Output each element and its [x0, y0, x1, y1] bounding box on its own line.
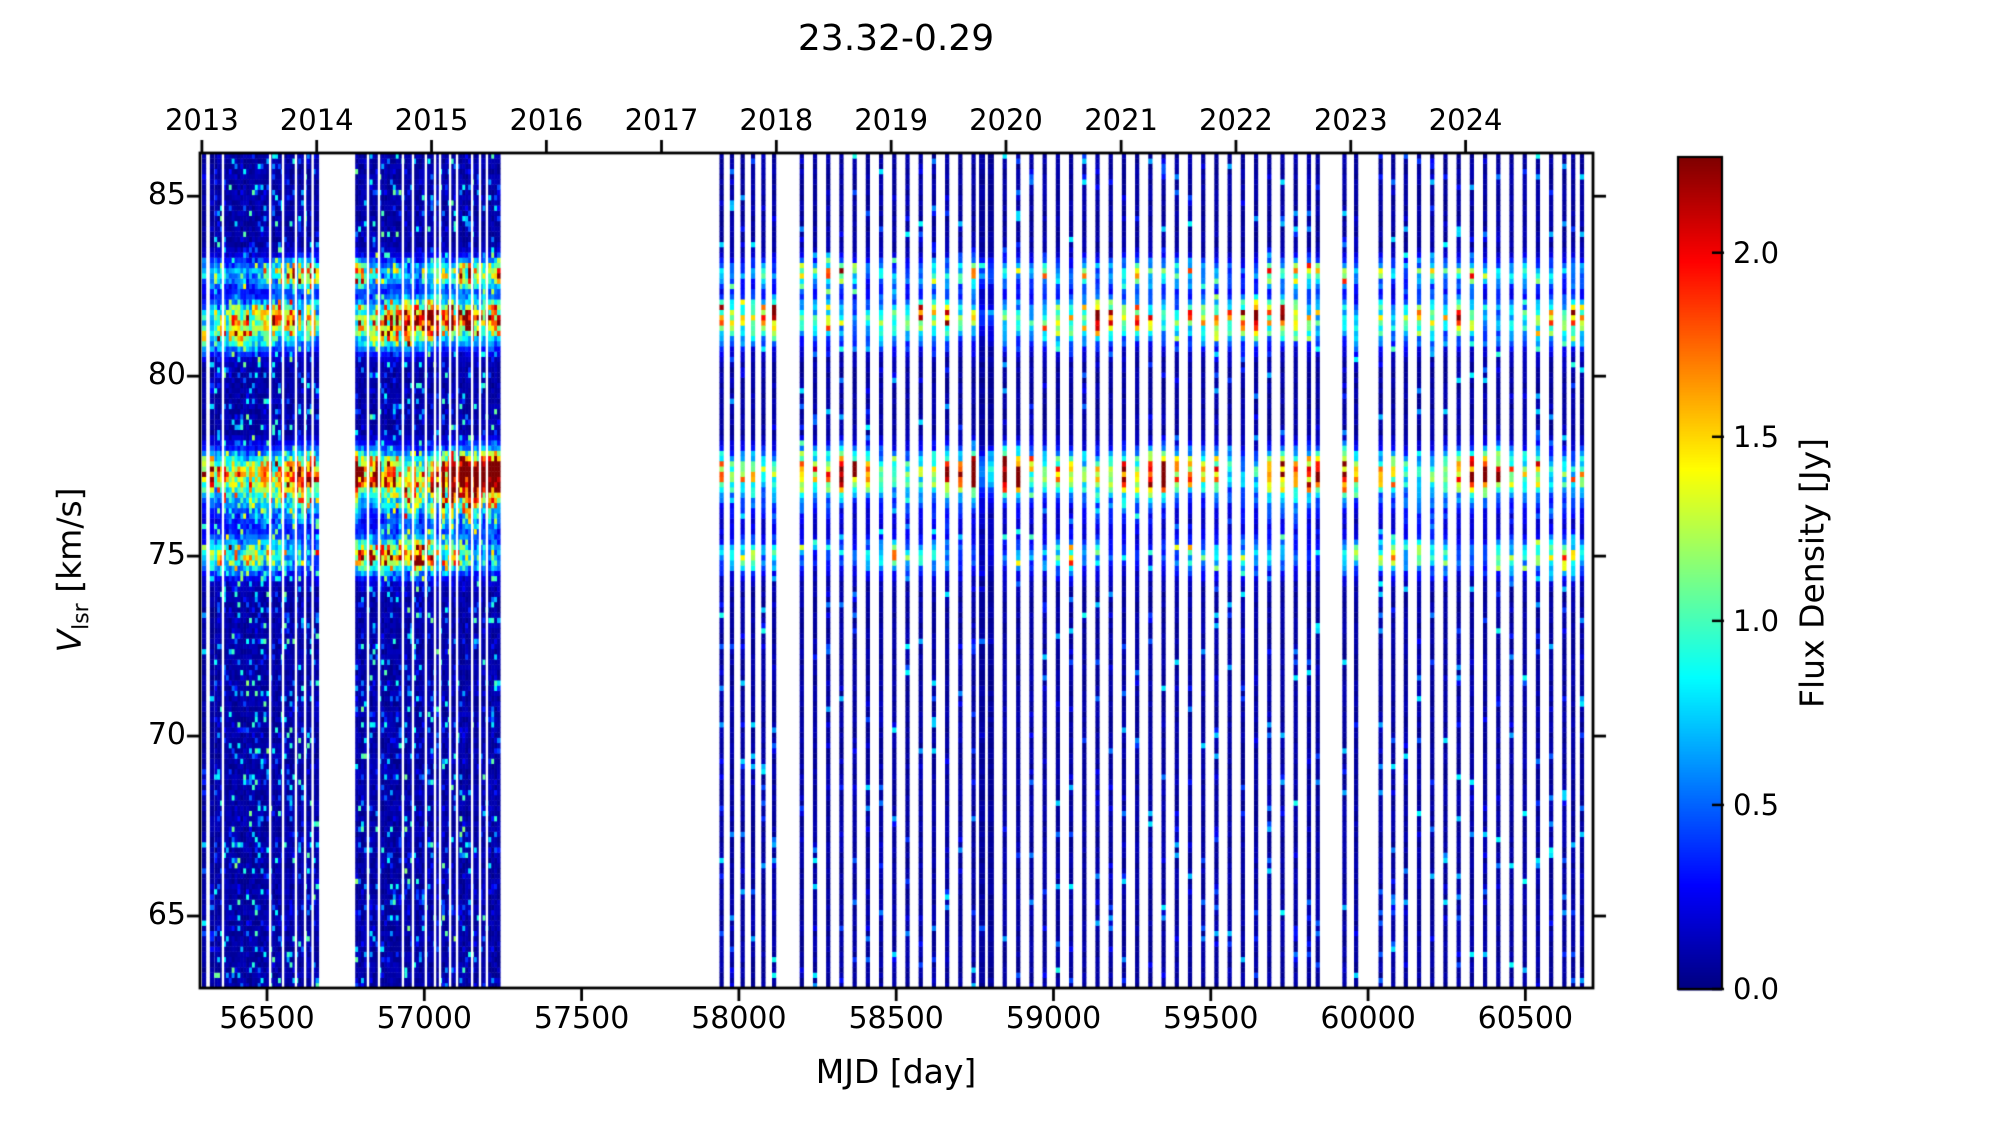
colorbar-tick-label: 1.5 — [1733, 419, 1780, 454]
x-tick-label: 58500 — [848, 1001, 944, 1036]
y-axis-label: Vlsr [km/s] — [50, 487, 95, 652]
y-tick-label: 80 — [147, 357, 186, 393]
x-tick-label: 60500 — [1477, 1001, 1574, 1036]
year-tick-label: 2016 — [509, 103, 584, 137]
y-axis-label-symbol: V — [49, 629, 89, 653]
year-tick-label: 2024 — [1428, 103, 1503, 137]
y-tick-label: 75 — [147, 537, 186, 573]
year-tick-label: 2019 — [854, 103, 929, 137]
y-tick-label: 85 — [147, 177, 186, 213]
year-tick-label: 2018 — [739, 103, 814, 137]
colorbar-tick-label: 0.0 — [1733, 972, 1780, 1006]
year-tick-label: 2020 — [969, 103, 1043, 137]
x-tick-label: 59000 — [1005, 1001, 1102, 1036]
year-tick-label: 2021 — [1084, 103, 1159, 137]
x-axis-label: MJD [day] — [815, 1052, 977, 1091]
year-tick-label: 2013 — [164, 103, 239, 137]
year-tick-label: 2023 — [1313, 103, 1388, 137]
x-tick-label: 59500 — [1163, 1001, 1259, 1036]
year-tick-label: 2015 — [394, 103, 469, 137]
x-tick-label: 58000 — [691, 1001, 787, 1036]
y-tick-label: 70 — [147, 717, 186, 753]
y-axis-label-unit: [km/s] — [49, 487, 89, 604]
year-tick-label: 2017 — [624, 103, 699, 137]
x-tick-label: 57000 — [376, 1001, 473, 1036]
colorbar-tick-label: 2.0 — [1733, 235, 1780, 270]
x-tick-label: 60000 — [1320, 1001, 1416, 1036]
colorbar-tick-label: 0.5 — [1733, 787, 1780, 822]
y-tick-label: 65 — [147, 897, 186, 933]
colorbar-tick-label: 1.0 — [1733, 603, 1780, 638]
colorbar-label: Flux Density [Jy] — [1792, 437, 1832, 709]
x-tick-label: 57500 — [533, 1001, 630, 1036]
plot-title: 23.32-0.29 — [797, 18, 995, 59]
x-tick-label: 56500 — [219, 1001, 315, 1036]
year-tick-label: 2014 — [279, 103, 354, 137]
year-tick-label: 2022 — [1199, 103, 1273, 137]
y-axis-label-subscript: lsr — [69, 603, 95, 630]
